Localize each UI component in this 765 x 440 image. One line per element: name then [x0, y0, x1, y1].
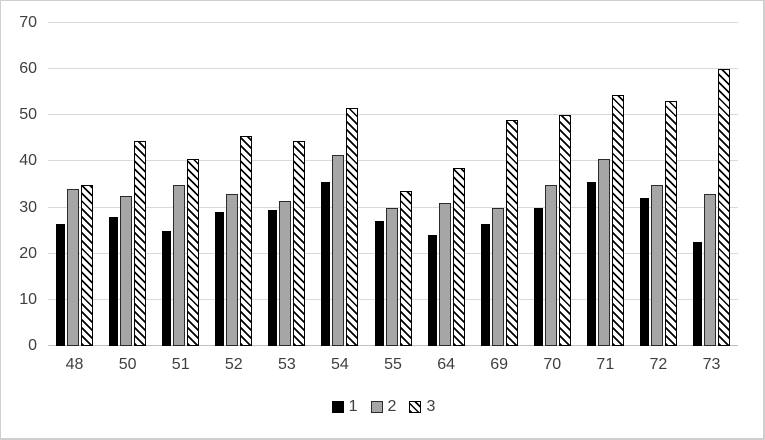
- legend-item-3: 3: [409, 398, 435, 416]
- bar-series3-cat53: [293, 140, 306, 346]
- y-tick-label-0: 0: [28, 337, 37, 354]
- bar-series2-cat53: [279, 200, 292, 346]
- y-axis: 0 10 20 30 40 50 60 70: [1, 14, 39, 354]
- x-tick-label-48: 48: [65, 356, 84, 373]
- bar-series2-cat54: [332, 154, 345, 346]
- bar-series1-cat73: [692, 242, 702, 346]
- bar-series1-cat50: [109, 216, 119, 346]
- bar-series1-cat71: [586, 182, 596, 346]
- category-group-69: [473, 23, 526, 346]
- x-tick-label-69: 69: [490, 356, 509, 373]
- y-tick-label-50: 50: [19, 106, 37, 124]
- bar-series3-cat69: [505, 119, 518, 346]
- legend-label-2: 2: [387, 398, 397, 415]
- bar-series2-cat55: [385, 207, 398, 346]
- category-group-50: [101, 23, 154, 346]
- bar-series1-cat72: [639, 198, 649, 346]
- y-tick-label-60: 60: [19, 60, 37, 78]
- bar-series3-cat52: [240, 136, 253, 346]
- bar-series3-cat70: [558, 115, 571, 346]
- category-group-73: [685, 23, 738, 346]
- legend-item-2: 2: [370, 398, 397, 416]
- bar-series3-cat51: [187, 159, 200, 346]
- bar-series2-cat70: [544, 184, 557, 346]
- x-tick-label-70: 70: [543, 356, 562, 373]
- bar-series3-cat72: [664, 101, 677, 346]
- bar-series2-cat72: [650, 184, 663, 346]
- legend-label-3: 3: [426, 398, 436, 415]
- bar-series1-cat55: [374, 221, 384, 346]
- x-tick-label-53: 53: [277, 356, 296, 373]
- y-tick-label-30: 30: [19, 198, 37, 216]
- bar-series3-cat48: [81, 184, 94, 346]
- category-group-64: [420, 23, 473, 346]
- x-tick-label-73: 73: [702, 356, 721, 373]
- bar-series3-cat55: [399, 191, 412, 346]
- legend-label-1: 1: [348, 398, 358, 415]
- legend-swatch-2: [370, 401, 383, 413]
- bar-series1-cat48: [56, 223, 66, 346]
- bar-series3-cat50: [134, 140, 147, 346]
- bar-series2-cat69: [491, 207, 504, 346]
- bar-series1-cat64: [427, 235, 437, 346]
- x-tick-label-64: 64: [437, 356, 455, 373]
- category-group-52: [207, 23, 260, 346]
- x-tick-label-51: 51: [171, 356, 190, 373]
- x-tick-label-52: 52: [224, 356, 243, 373]
- bar-series2-cat73: [703, 193, 716, 346]
- y-tick-label-40: 40: [19, 152, 37, 170]
- y-tick-label-20: 20: [19, 244, 37, 262]
- legend-swatch-3: [409, 401, 422, 413]
- category-group-48: [48, 23, 101, 346]
- legend-item-1: 1: [331, 398, 358, 416]
- category-group-70: [526, 23, 579, 346]
- category-group-55: [366, 23, 419, 346]
- bar-series3-cat64: [452, 168, 465, 346]
- bar-series1-cat51: [162, 230, 172, 346]
- bar-series3-cat73: [717, 69, 730, 346]
- bar-series3-cat71: [611, 94, 624, 346]
- bar-series1-cat54: [321, 182, 331, 346]
- bar-series2-cat52: [226, 193, 239, 346]
- y-tick-label-10: 10: [19, 290, 37, 308]
- legend: 1 2 3: [1, 395, 763, 419]
- bar-series1-cat69: [480, 223, 490, 346]
- x-axis: 48 50 51 52 53 54 55 64 69 70 71 72 73: [48, 354, 738, 376]
- x-tick-label-72: 72: [649, 356, 668, 373]
- x-tick-label-71: 71: [596, 356, 615, 373]
- bar-series1-cat70: [533, 207, 543, 346]
- x-tick-label-55: 55: [384, 356, 402, 373]
- legend-swatch-1: [331, 401, 344, 413]
- bar-series2-cat51: [173, 184, 186, 346]
- y-tick-label-70: 70: [19, 14, 37, 31]
- x-tick-label-54: 54: [331, 356, 349, 373]
- category-group-51: [154, 23, 207, 346]
- bar-series1-cat52: [215, 212, 225, 346]
- x-tick-label-50: 50: [118, 356, 137, 373]
- bar-series3-cat54: [346, 108, 359, 346]
- bar-series2-cat50: [120, 196, 133, 346]
- plot-area: [48, 22, 738, 346]
- category-group-53: [260, 23, 313, 346]
- bar-series1-cat53: [268, 209, 278, 346]
- category-group-72: [632, 23, 685, 346]
- bar-series2-cat71: [597, 159, 610, 346]
- category-group-71: [579, 23, 632, 346]
- bar-series2-cat64: [438, 202, 451, 346]
- category-group-54: [313, 23, 366, 346]
- bar-series2-cat48: [67, 189, 80, 346]
